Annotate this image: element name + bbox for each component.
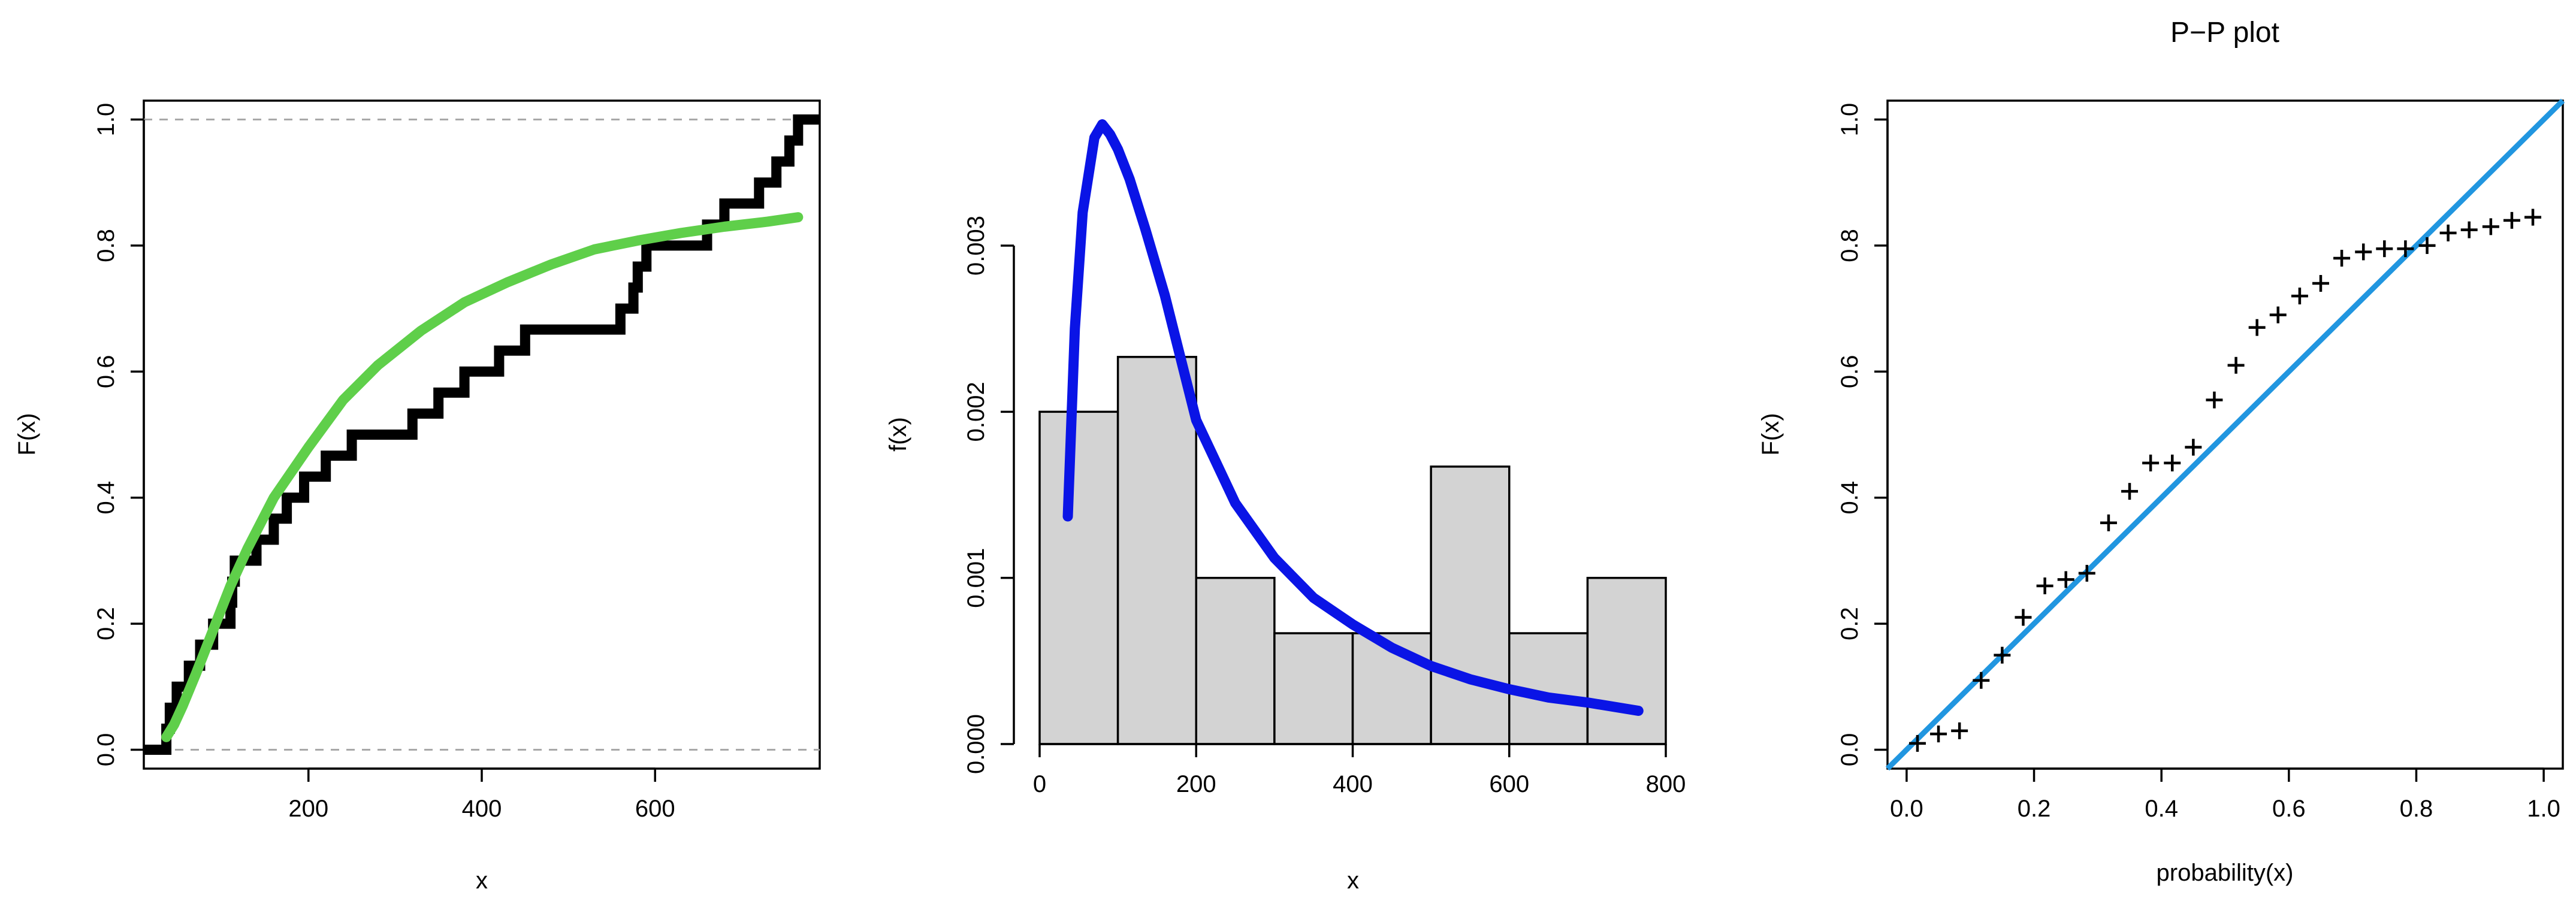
density-histogram (1038, 356, 1667, 745)
density-panel: 0 200 400 600 800 0.000 0.001 0.002 0.003 x f(x… (885, 119, 1686, 894)
pp-xtick-label: 0.2 (2018, 796, 2051, 822)
histogram-bar (1273, 632, 1354, 745)
pp-xtick-label: 0.6 (2272, 796, 2306, 822)
pp-x-axis: 0.0 0.2 0.4 0.6 0.8 1.0 (1890, 767, 2560, 822)
pp-xtick-label: 0.0 (1890, 796, 1923, 822)
ecdf-ytick-label: 0.8 (93, 229, 119, 262)
histogram-bar (1195, 576, 1276, 745)
pp-panel: P−P plot 0.0 0.2 0.4 0.6 0.8 1.0 0.0 0.2 0.4 0.6… (1757, 17, 2565, 886)
pp-y-axis: 0.0 0.2 0.4 0.6 0.8 1.0 (1837, 103, 1889, 767)
pp-point (2206, 391, 2223, 409)
histogram-bar (1586, 576, 1667, 745)
pp-point (2397, 240, 2414, 258)
density-y-axis: 0.000 0.001 0.002 0.003 (963, 216, 1015, 774)
density-xlabel: x (1347, 867, 1359, 894)
density-ytick-label: 0.000 (963, 714, 989, 774)
ecdf-empirical-step (144, 114, 820, 755)
ecdf-ytick-label: 0.6 (93, 355, 119, 389)
density-line (1062, 119, 1644, 716)
pp-point (2439, 224, 2457, 241)
density-xtick-label: 200 (1176, 771, 1216, 797)
pp-point (1951, 722, 1968, 739)
pp-point (2376, 240, 2393, 258)
pp-point (2142, 454, 2160, 471)
pp-point (1973, 672, 1990, 689)
pp-point (2460, 221, 2478, 238)
pp-point (2355, 243, 2372, 261)
ecdf-ytick-label: 0.0 (93, 733, 119, 767)
density-xtick-label: 800 (1646, 771, 1686, 797)
pp-point (1908, 734, 1926, 752)
pp-diagonal-line (1885, 98, 2565, 771)
ecdf-ylabel: F(x) (14, 413, 40, 455)
histogram-bar (1430, 465, 1511, 745)
pp-point (2269, 306, 2287, 324)
pp-point (2312, 275, 2329, 292)
pp-point (2333, 249, 2351, 267)
ecdf-y-axis: 0.0 0.2 0.4 0.6 0.8 1.0 (93, 103, 145, 767)
pp-ytick-label: 0.4 (1837, 481, 1863, 515)
density-ytick-label: 0.003 (963, 216, 989, 276)
density-fitted-curve (1062, 119, 1644, 716)
pp-reference-line (1885, 98, 2565, 771)
density-ytick-label: 0.001 (963, 548, 989, 608)
ecdf-xlabel: x (476, 867, 488, 894)
pp-point (2036, 577, 2053, 594)
ecdf-xtick-label: 600 (635, 796, 675, 822)
pp-point (2057, 571, 2074, 588)
ecdf-fitted-curve (161, 212, 804, 742)
pp-point (2227, 356, 2245, 374)
pp-title: P−P plot (2170, 17, 2279, 49)
ecdf-x-axis: 200 400 600 (288, 767, 675, 822)
ecdf-step-line (144, 114, 820, 755)
density-x-axis: 0 200 400 600 800 (1033, 743, 1686, 797)
density-xtick-label: 400 (1333, 771, 1373, 797)
pp-point (1930, 725, 1947, 743)
histogram-bar (1116, 356, 1197, 745)
pp-ytick-label: 0.8 (1837, 229, 1863, 262)
ecdf-panel: 200 400 600 0.0 0.2 0.4 0.6 0.8 1.0 x F(x) (14, 99, 821, 894)
histogram-bar (1038, 410, 1119, 745)
ecdf-reference-lines (144, 119, 820, 751)
pp-point (2482, 218, 2499, 235)
pp-point (2078, 564, 2095, 582)
pp-ylabel: F(x) (1757, 413, 1784, 455)
ecdf-plot-frame (143, 99, 821, 770)
ecdf-xtick-label: 400 (462, 796, 502, 822)
ecdf-ytick-label: 0.4 (93, 481, 119, 515)
pp-point (2121, 483, 2139, 500)
density-ytick-label: 0.002 (963, 382, 989, 442)
pp-xtick-label: 0.8 (2400, 796, 2433, 822)
pp-ytick-label: 0.2 (1837, 607, 1863, 640)
pp-point (1994, 646, 2011, 664)
pp-xtick-label: 0.4 (2145, 796, 2178, 822)
ecdf-ytick-label: 1.0 (93, 103, 119, 137)
pp-point (2164, 454, 2181, 471)
pp-point (2524, 208, 2542, 226)
density-xtick-label: 0 (1033, 771, 1046, 797)
pp-xlabel: probability(x) (2157, 860, 2294, 886)
pp-points (1908, 208, 2542, 752)
pp-point (2015, 609, 2032, 626)
pp-point (2100, 514, 2117, 531)
pp-point (2291, 288, 2308, 305)
pp-point (2248, 319, 2266, 336)
ecdf-xtick-label: 200 (288, 796, 328, 822)
pp-ytick-label: 1.0 (1837, 103, 1863, 137)
pp-point (2418, 237, 2436, 254)
pp-point (2185, 439, 2202, 456)
pp-xtick-label: 1.0 (2527, 796, 2560, 822)
ecdf-ytick-label: 0.2 (93, 607, 119, 640)
pp-point (2503, 211, 2520, 229)
pp-ytick-label: 0.0 (1837, 733, 1863, 767)
density-xtick-label: 600 (1489, 771, 1529, 797)
pp-ytick-label: 0.6 (1837, 355, 1863, 389)
density-ylabel: f(x) (885, 417, 911, 452)
ecdf-fitted-line (161, 212, 804, 742)
